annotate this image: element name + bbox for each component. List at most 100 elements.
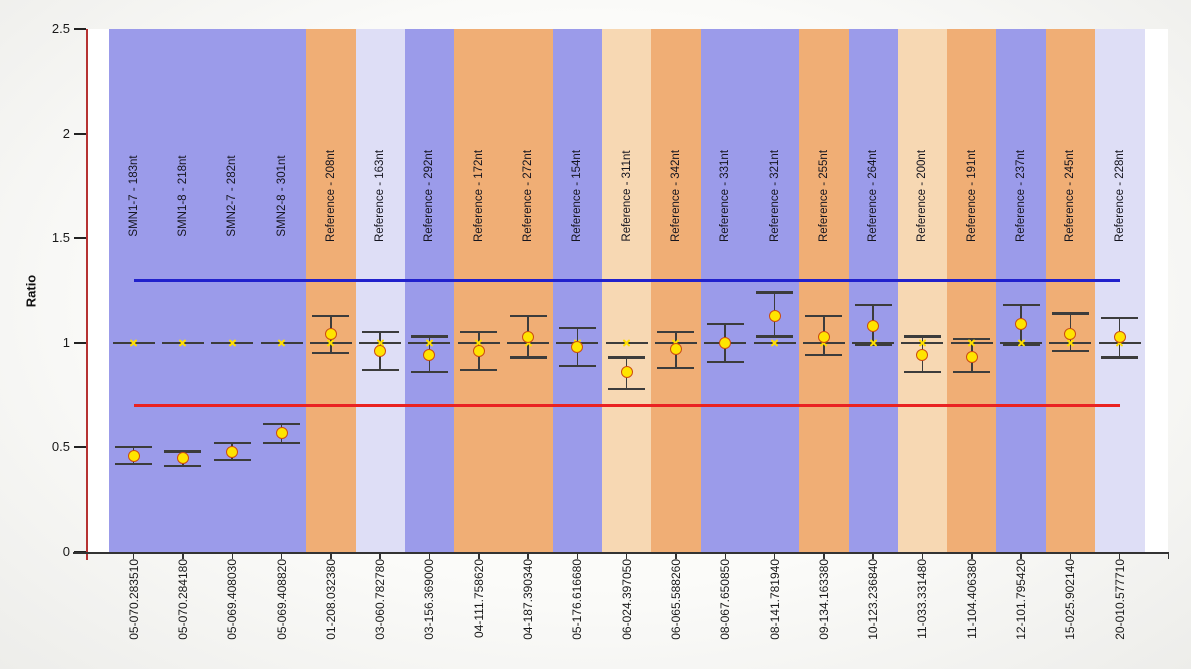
y-tick-label: 0.5 [51, 439, 70, 455]
x-tick-label: 20-010.577710 [1112, 559, 1127, 640]
x-tick [527, 552, 529, 559]
probe-band [947, 29, 997, 552]
probe-band [158, 29, 208, 552]
error-bar-cap-bottom [213, 458, 251, 462]
lower-limit-line [133, 404, 1120, 407]
target-ratio-star-icon [178, 338, 187, 347]
error-bar-cap-bottom [558, 364, 596, 367]
error-bar-cap-top [756, 291, 794, 294]
data-point[interactable] [620, 366, 633, 379]
data-point[interactable] [324, 328, 337, 341]
error-bar-cap-top [657, 331, 695, 334]
error-bar-cap-top [903, 335, 941, 338]
error-bar-cap-bottom [706, 360, 744, 363]
probe-band [207, 29, 258, 552]
data-point[interactable] [867, 320, 880, 333]
probe-band [700, 29, 751, 552]
error-bar-cap-top [361, 331, 399, 334]
error-bar-cap-top [115, 446, 153, 449]
error-bar-cap-top [608, 356, 646, 359]
error-bar-cap-top [213, 442, 251, 445]
x-tick [724, 552, 726, 559]
error-bar-cap-top [854, 304, 892, 307]
probe-band-label: Reference - 237nt [1015, 149, 1028, 243]
x-tick [182, 552, 184, 559]
error-bar-cap-bottom [805, 354, 843, 357]
x-tick-label: 15-025.902140 [1063, 559, 1078, 640]
x-tick-label: 01-208.032380 [323, 559, 338, 640]
x-tick [1118, 552, 1121, 559]
x-tick-label: 05-069.408030 [225, 559, 240, 640]
error-bar-cap-top [1101, 316, 1139, 319]
error-bar-cap-bottom [509, 356, 547, 359]
data-point[interactable] [1015, 317, 1028, 330]
target-ratio-star-icon [869, 338, 878, 347]
error-bar-cap-bottom [312, 352, 350, 355]
error-bar-cap-bottom [361, 368, 399, 372]
y-tick [74, 237, 86, 240]
data-point[interactable] [768, 309, 781, 322]
x-tick-label: 12-101.795420 [1014, 559, 1029, 640]
probe-band-label: Reference - 200nt [916, 149, 929, 243]
x-tick [379, 552, 381, 559]
probe-band [996, 29, 1047, 552]
x-tick-label: 09-134.163380 [816, 559, 831, 640]
x-tick-label: 05-069.408820 [274, 559, 289, 640]
probe-band [602, 29, 652, 552]
error-bar-cap-bottom [756, 335, 794, 338]
data-point[interactable] [571, 340, 584, 353]
x-tick-label: 08-067.650850 [718, 559, 733, 640]
data-point[interactable] [423, 349, 436, 362]
error-bar-cap-top [805, 314, 843, 317]
data-point[interactable] [176, 451, 189, 464]
probe-band [848, 29, 899, 552]
probe-band-label: Reference - 255nt [817, 149, 830, 243]
data-point[interactable] [669, 343, 682, 356]
probe-band-label: Reference - 245nt [1064, 149, 1077, 243]
error-bar-cap-top [312, 314, 350, 317]
error-bar-cap-top [410, 335, 448, 338]
probe-band-label: Reference - 191nt [965, 149, 978, 243]
x-tick-label: 06-024.397050 [619, 559, 634, 640]
probe-band-label: SMN1-8 - 218nt [176, 155, 189, 237]
probe-band-label: Reference - 264nt [867, 149, 880, 243]
x-tick [625, 552, 628, 559]
error-bar-cap-bottom [1051, 350, 1089, 353]
y-tick-label: 1.5 [51, 230, 70, 246]
x-tick [1069, 552, 1072, 559]
data-point[interactable] [522, 330, 535, 343]
data-point[interactable] [127, 449, 140, 462]
probe-band-label: Reference - 292nt [423, 149, 436, 243]
data-point[interactable] [1113, 330, 1126, 343]
y-axis-title: Ratio [23, 274, 39, 308]
probe-band [454, 29, 504, 552]
x-tick [823, 552, 825, 559]
x-tick [1020, 552, 1022, 559]
y-tick-label: 0 [62, 544, 70, 559]
x-tick [478, 552, 480, 559]
probe-band [651, 29, 701, 552]
data-point[interactable] [472, 345, 485, 358]
data-point[interactable] [275, 426, 288, 439]
probe-band [503, 29, 554, 552]
probe-band [109, 29, 159, 552]
probe-band-label: Reference - 172nt [472, 149, 485, 243]
data-point[interactable] [1064, 328, 1077, 341]
probe-band [256, 29, 307, 552]
data-point[interactable] [719, 336, 732, 349]
probe-band-label: SMN1-7 - 183nt [127, 155, 140, 237]
data-point[interactable] [817, 330, 830, 343]
data-point[interactable] [965, 351, 978, 364]
x-tick [921, 552, 924, 559]
data-point[interactable] [226, 445, 239, 458]
x-tick [576, 552, 579, 559]
data-point[interactable] [916, 349, 929, 362]
y-tick-label: 2.5 [51, 21, 70, 36]
data-point[interactable] [374, 345, 387, 358]
probe-band [799, 29, 849, 552]
y-axis-line [86, 29, 88, 560]
probe-band-label: Reference - 228nt [1113, 149, 1126, 243]
probe-band [552, 29, 603, 552]
probe-band [306, 29, 356, 552]
target-ratio-star-icon [228, 338, 237, 347]
